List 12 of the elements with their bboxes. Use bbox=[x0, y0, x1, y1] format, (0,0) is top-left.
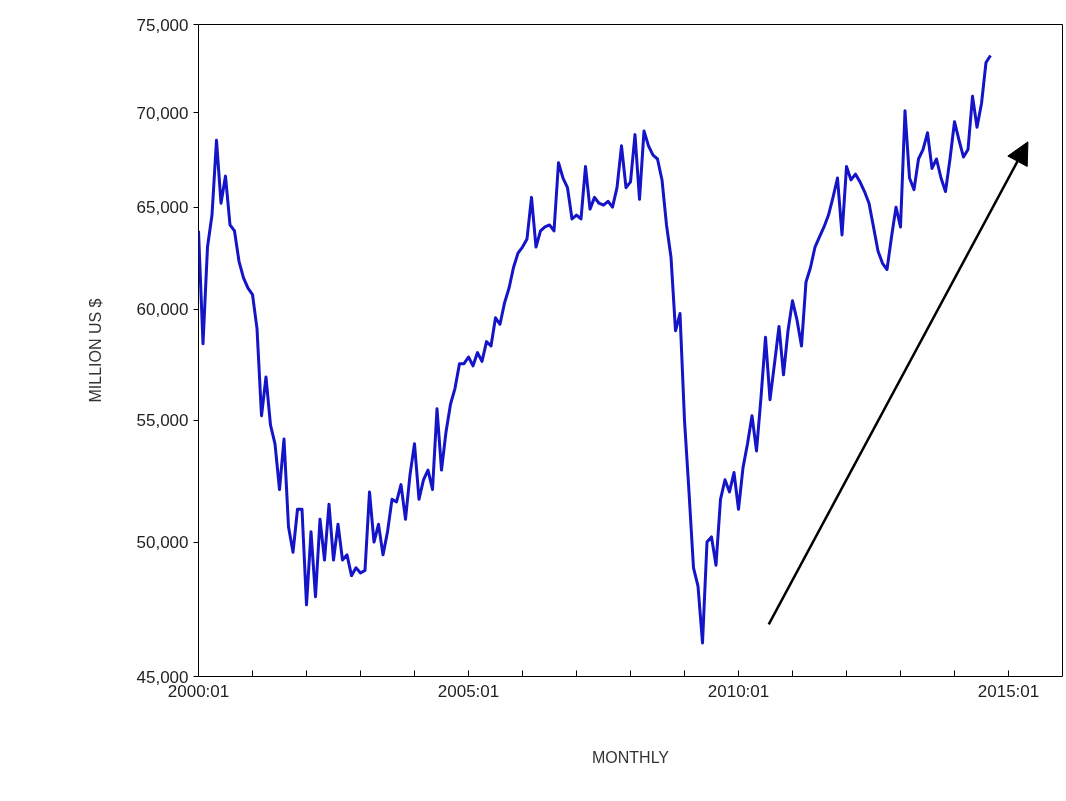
y-tick-label: 65,000 bbox=[136, 198, 189, 218]
y-tick-label: 60,000 bbox=[136, 300, 189, 320]
x-axis-title: MONTHLY bbox=[591, 748, 670, 766]
y-tick-label: 75,000 bbox=[136, 15, 189, 35]
y-axis-title: MILLION US $ bbox=[86, 298, 104, 403]
x-tick-label: 2010:01 bbox=[707, 681, 770, 701]
x-tick-label: 2015:01 bbox=[977, 681, 1040, 701]
y-tick-label: 50,000 bbox=[136, 533, 189, 553]
x-tick-label: 2005:01 bbox=[437, 681, 500, 701]
y-tick-label: 55,000 bbox=[136, 411, 189, 431]
line-series bbox=[198, 54, 992, 645]
y-tick-label: 70,000 bbox=[136, 103, 189, 123]
